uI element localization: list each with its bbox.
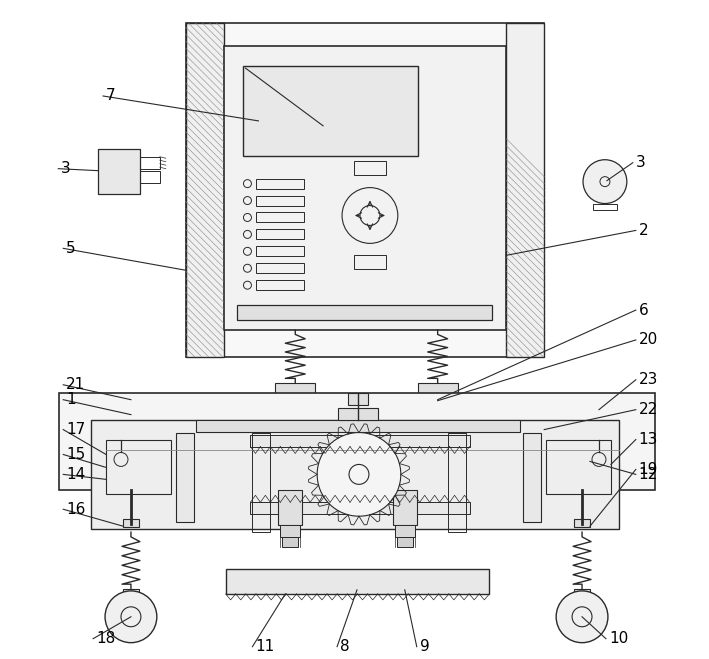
Circle shape <box>105 591 157 643</box>
Bar <box>250 502 469 514</box>
Text: 13: 13 <box>639 432 658 447</box>
Bar <box>257 179 304 188</box>
Text: 3: 3 <box>61 161 71 176</box>
Bar <box>176 432 194 522</box>
Bar <box>257 246 304 256</box>
Circle shape <box>583 159 627 204</box>
Bar <box>250 434 469 447</box>
Text: 1: 1 <box>66 392 76 407</box>
Bar <box>106 440 171 494</box>
Bar <box>123 519 139 527</box>
Bar <box>252 432 270 532</box>
Bar <box>348 393 368 405</box>
Text: 23: 23 <box>639 372 658 387</box>
Text: 20: 20 <box>639 332 658 347</box>
Text: 21: 21 <box>66 377 86 392</box>
Text: 10: 10 <box>609 631 628 646</box>
Bar <box>506 23 545 357</box>
Bar <box>223 46 506 330</box>
Text: 5: 5 <box>66 241 76 256</box>
Bar <box>354 161 386 175</box>
Text: 18: 18 <box>96 631 116 646</box>
Bar <box>523 432 541 522</box>
Bar <box>98 149 140 194</box>
Circle shape <box>556 591 608 643</box>
Text: 17: 17 <box>66 422 86 437</box>
Bar <box>546 440 611 494</box>
Bar <box>140 171 160 183</box>
Bar <box>393 490 417 525</box>
Bar <box>280 525 300 537</box>
Text: 12: 12 <box>639 467 658 482</box>
Bar <box>196 420 520 432</box>
Text: 6: 6 <box>639 302 649 318</box>
Bar <box>243 66 418 156</box>
Bar <box>395 525 415 537</box>
Text: 22: 22 <box>639 402 658 417</box>
Text: 16: 16 <box>66 501 86 517</box>
Bar <box>225 569 489 594</box>
Bar <box>140 157 160 169</box>
Circle shape <box>317 432 401 516</box>
Bar <box>257 280 304 290</box>
Bar <box>91 420 619 529</box>
Text: 14: 14 <box>66 467 86 482</box>
Bar <box>257 196 304 206</box>
Bar <box>282 537 298 547</box>
Bar <box>279 490 302 525</box>
Text: 7: 7 <box>106 88 116 103</box>
Text: 2: 2 <box>639 223 649 238</box>
Text: 3: 3 <box>636 156 646 170</box>
Bar <box>123 589 139 597</box>
Text: 8: 8 <box>340 639 350 654</box>
Bar <box>593 204 617 210</box>
Bar <box>338 408 378 420</box>
Bar <box>257 212 304 223</box>
Text: 15: 15 <box>66 447 86 462</box>
Bar <box>574 519 590 527</box>
Bar <box>186 23 223 357</box>
Bar <box>397 537 413 547</box>
Bar <box>275 383 316 401</box>
Text: 11: 11 <box>255 639 274 654</box>
Bar <box>60 393 654 490</box>
Text: 19: 19 <box>639 462 658 477</box>
Bar <box>186 23 545 357</box>
Bar <box>257 229 304 239</box>
Bar <box>354 255 386 270</box>
Text: 9: 9 <box>420 639 430 654</box>
Bar <box>257 264 304 273</box>
Bar <box>418 383 457 401</box>
Bar <box>574 589 590 597</box>
Bar <box>447 432 466 532</box>
Bar <box>238 305 493 320</box>
